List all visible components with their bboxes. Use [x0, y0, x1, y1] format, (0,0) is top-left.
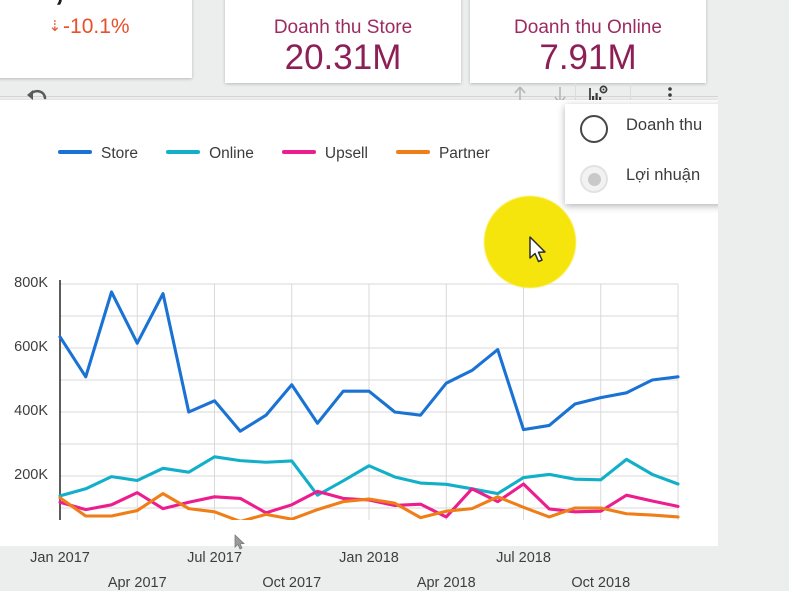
mouse-cursor: [528, 236, 550, 266]
menu-item-loi-nhuan[interactable]: Lợi nhuận: [565, 154, 789, 204]
secondary-cursor-icon: [234, 534, 248, 552]
kpi-card-online-revenue[interactable]: Doanh thu Online 7.91M: [470, 0, 706, 83]
kpi-online-title: Doanh thu Online: [514, 17, 662, 38]
bottom-white-strip: [0, 520, 718, 546]
legend-label-online: Online: [209, 145, 254, 162]
menu-item-label: Doanh thu: [626, 116, 703, 134]
kpi-count-delta-value: -10.1%: [63, 15, 130, 38]
x-axis-tick-label: Jan 2017: [30, 550, 90, 566]
undo-icon[interactable]: [22, 81, 52, 111]
legend-label-upsell: Upsell: [324, 145, 368, 162]
right-background-panel: [718, 0, 789, 546]
kpi-online-value: 7.91M: [539, 38, 637, 77]
y-axis-tick-label: 200K: [14, 467, 48, 483]
chart-toolbar: [0, 83, 718, 109]
menu-item-doanh-thu[interactable]: Doanh thu: [565, 104, 789, 154]
kpi-store-value: 20.31M: [284, 38, 402, 77]
legend-item-partner[interactable]: Partner: [395, 145, 490, 163]
kpi-store-title: Doanh thu Store: [273, 17, 413, 38]
legend-item-online[interactable]: Online: [166, 145, 254, 163]
legend-label-partner: Partner: [438, 145, 490, 162]
x-axis-tick-label: Oct 2018: [571, 575, 631, 591]
menu-item-label: Lợi nhuận: [626, 166, 701, 184]
y-axis-tick-label: 800K: [14, 275, 48, 291]
x-axis-tick-label: Jul 2017: [187, 550, 242, 566]
legend-swatch-online: [166, 150, 201, 154]
kpi-row: 3,813 ⇣-10.1% Doanh thu Store 20.31M Doa…: [0, 0, 789, 98]
x-axis-tick-label: Apr 2017: [107, 575, 167, 591]
series-line-store[interactable]: [58, 290, 680, 433]
down-arrow-icon: ⇣: [48, 18, 62, 35]
x-axis-tick-label: Apr 2018: [416, 575, 476, 591]
toolbar-divider-2: [630, 83, 631, 109]
legend-swatch-upsell: [281, 150, 316, 154]
legend-swatch-partner: [395, 150, 430, 154]
y-axis-tick-label: 400K: [14, 403, 48, 419]
radio-unselected-icon[interactable]: [580, 115, 608, 143]
kpi-card-store-revenue[interactable]: Doanh thu Store 20.31M: [225, 0, 461, 83]
kpi-count-delta: ⇣-10.1%: [0, 15, 192, 39]
legend-label-store: Store: [101, 145, 139, 162]
x-axis-tick-label: Oct 2017: [262, 575, 322, 591]
kpi-card-count[interactable]: 3,813 ⇣-10.1%: [0, 0, 192, 78]
series-line-partner[interactable]: [58, 492, 680, 523]
legend-item-store[interactable]: Store: [58, 145, 138, 163]
chart-legend: Store Online Upsell Partner: [58, 145, 518, 167]
legend-swatch-store: [58, 150, 92, 154]
chart-svg: [58, 280, 680, 541]
legend-item-upsell[interactable]: Upsell: [281, 145, 368, 163]
kpi-count-value: 3,813: [0, 0, 192, 11]
radio-selected-icon[interactable]: [580, 165, 608, 193]
toolbar-divider-1: [575, 83, 576, 109]
series-line-online[interactable]: [58, 455, 680, 498]
x-axis-tick-label: Jan 2018: [339, 550, 399, 566]
y-axis-tick-label: 600K: [14, 339, 48, 355]
x-axis-tick-label: Jul 2018: [496, 550, 551, 566]
